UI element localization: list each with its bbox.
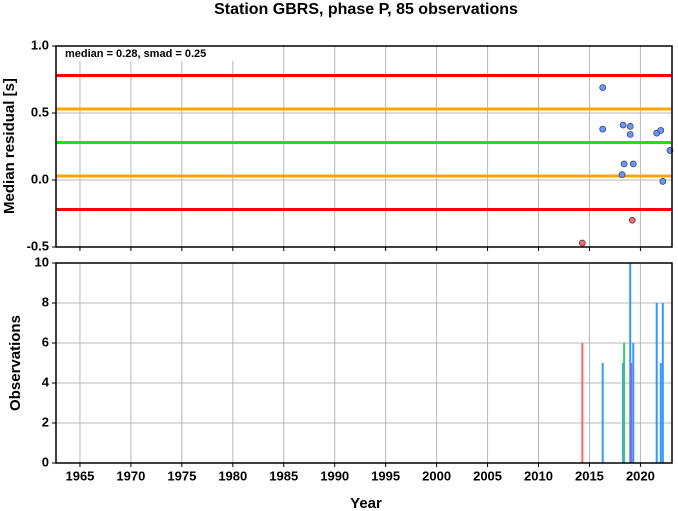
bar (629, 263, 632, 463)
y-tick-label: 0 (42, 454, 49, 469)
y-tick-label: -0.5 (27, 238, 49, 253)
data-point (628, 216, 636, 224)
x-tick-label: 1985 (269, 468, 298, 483)
data-point (629, 160, 637, 168)
y-tick-label: 10 (35, 254, 49, 269)
y-tick-label: 1.0 (31, 37, 49, 52)
data-point (599, 125, 607, 133)
x-tick-label: 2000 (422, 468, 451, 483)
y-axis-label: Median residual [s] (1, 78, 18, 214)
x-tick-label: 2010 (524, 468, 553, 483)
data-point (599, 84, 607, 91)
y-axis-label: Observations (7, 315, 24, 411)
data-point (620, 160, 628, 168)
data-point (578, 239, 586, 247)
chart-title: Station GBRS, phase P, 85 observations (214, 1, 518, 18)
y-tick-label: 0.5 (31, 104, 49, 119)
bar (622, 363, 625, 463)
y-tick-label: 4 (42, 374, 50, 389)
y-tick-label: 8 (42, 294, 49, 309)
x-tick-label: 1990 (320, 468, 349, 483)
data-point (626, 123, 634, 130)
x-tick-label: 2005 (473, 468, 502, 483)
data-point (626, 131, 634, 138)
x-tick-label: 1975 (167, 468, 196, 483)
y-tick-label: 2 (42, 414, 49, 429)
data-point (619, 121, 627, 129)
bar (659, 363, 662, 463)
bar (630, 363, 633, 463)
bar (655, 303, 658, 463)
x-tick-label: 2020 (626, 468, 655, 483)
annotation: median = 0.28, smad = 0.25 (65, 48, 206, 60)
y-tick-label: 6 (42, 334, 49, 349)
x-tick-label: 2015 (575, 468, 604, 483)
plot-frame (55, 262, 673, 464)
x-tick-label: 1995 (371, 468, 400, 483)
bar (632, 343, 635, 463)
bar (581, 343, 584, 463)
x-axis-label: Year (350, 495, 382, 511)
bar (601, 363, 604, 463)
bar (661, 303, 664, 463)
x-tick-label: 1965 (65, 468, 94, 483)
annotation-bg (60, 47, 250, 61)
y-tick-label: 0.0 (31, 171, 49, 186)
data-point (657, 127, 665, 134)
data-point (659, 177, 667, 185)
x-tick-label: 1970 (116, 468, 145, 483)
plot-frame (55, 45, 673, 248)
data-point (618, 171, 626, 178)
x-tick-label: 1980 (218, 468, 247, 483)
bar (623, 343, 626, 463)
